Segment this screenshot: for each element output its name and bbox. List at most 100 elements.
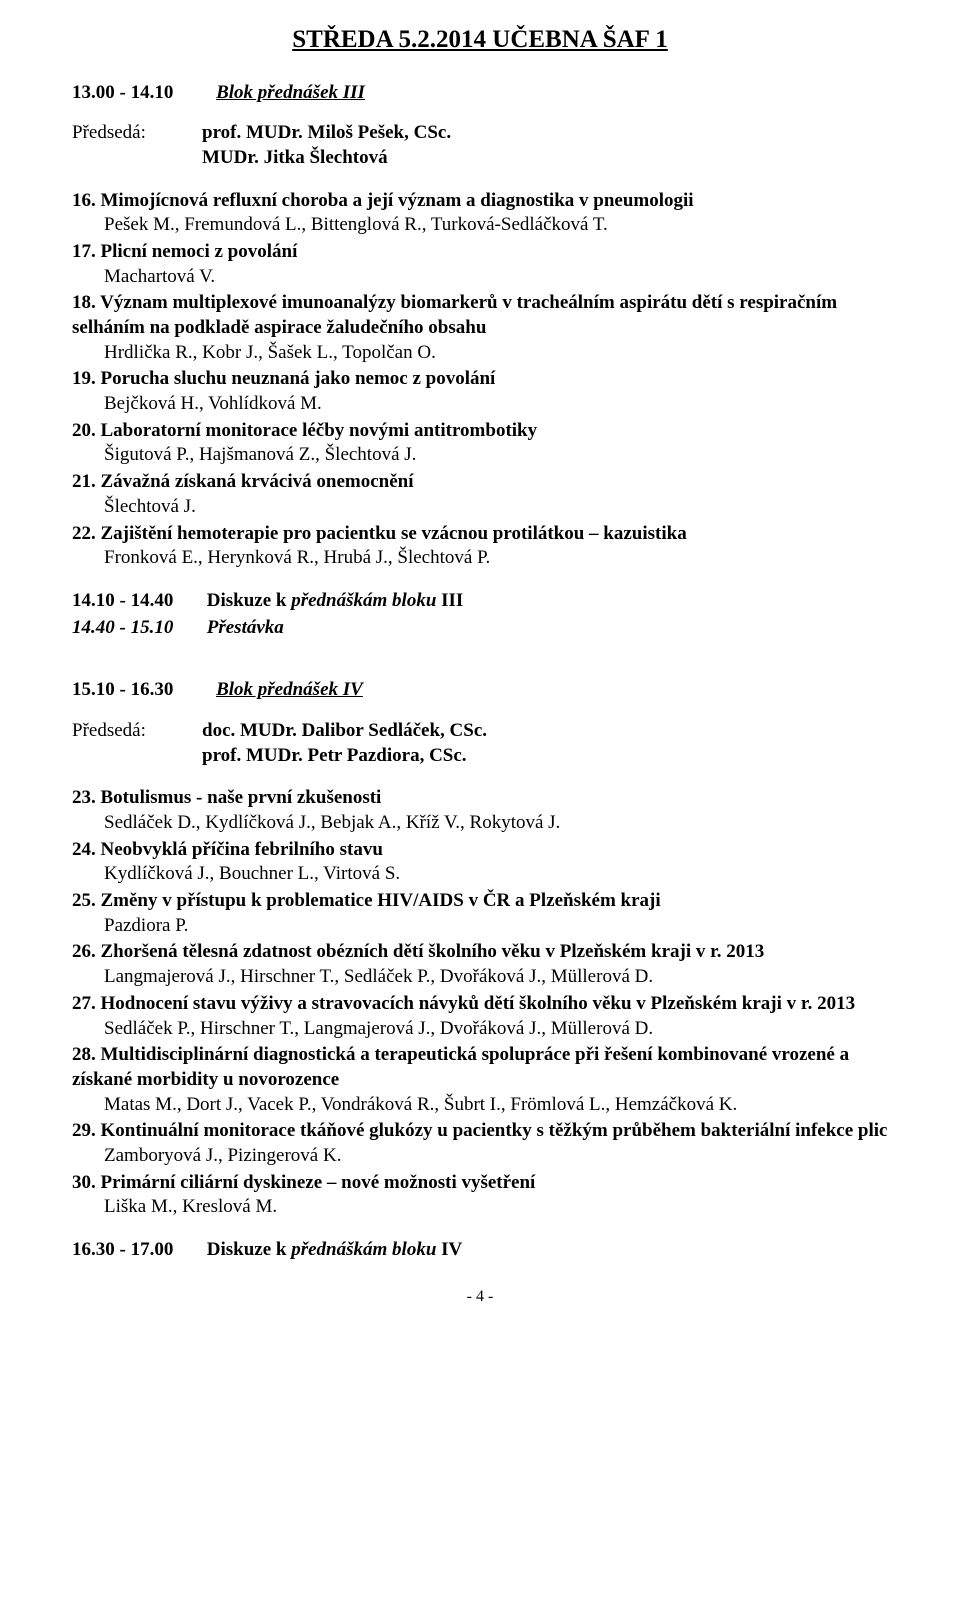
- item-title-line: 16. Mimojícnová refluxní choroba a její …: [72, 189, 888, 214]
- item-title-line: 29. Kontinuální monitorace tkáňové glukó…: [72, 1119, 888, 1144]
- chair-label: Předsedá:: [72, 719, 202, 768]
- list-item: 22. Zajištění hemoterapie pro pacientku …: [72, 522, 888, 571]
- item-authors: Matas M., Dort J., Vacek P., Vondráková …: [72, 1093, 888, 1118]
- item-title-line: 22. Zajištění hemoterapie pro pacientku …: [72, 522, 888, 547]
- item-title: Neobvyklá příčina febrilního stavu: [101, 839, 383, 860]
- item-authors: Kydlíčková J., Bouchner L., Virtová S.: [72, 862, 888, 887]
- list-item: 16. Mimojícnová refluxní choroba a její …: [72, 189, 888, 238]
- list-item: 20. Laboratorní monitorace léčby novými …: [72, 419, 888, 468]
- item-number: 28.: [72, 1044, 101, 1065]
- item-number: 25.: [72, 890, 101, 911]
- sched-pre: Diskuze k: [207, 590, 291, 611]
- item-title: Plicní nemoci z povolání: [101, 241, 298, 262]
- item-title: Zhoršená tělesná zdatnost obézních dětí …: [101, 941, 765, 962]
- item-authors: Sedláček D., Kydlíčková J., Bebjak A., K…: [72, 811, 888, 836]
- sched-post: III: [436, 590, 463, 611]
- block3-chair-names: prof. MUDr. Miloš Pešek, CSc. MUDr. Jitk…: [202, 121, 888, 170]
- item-title: Změny v přístupu k problematice HIV/AIDS…: [101, 890, 661, 911]
- item-title: Zajištění hemoterapie pro pacientku se v…: [101, 523, 687, 544]
- item-title-line: 28. Multidisciplinární diagnostická a te…: [72, 1043, 888, 1092]
- list-item: 18. Význam multiplexové imunoanalýzy bio…: [72, 291, 888, 365]
- item-authors: Pazdiora P.: [72, 914, 888, 939]
- schedule-time: 14.40 - 15.10: [72, 616, 202, 641]
- schedule-time: 16.30 - 17.00: [72, 1238, 202, 1263]
- item-number: 27.: [72, 993, 101, 1014]
- item-number: 24.: [72, 839, 101, 860]
- sched-it: přednáškám bloku: [291, 1239, 436, 1260]
- item-authors: Sedláček P., Hirschner T., Langmajerová …: [72, 1017, 888, 1042]
- block3-session-line: 13.00 - 14.10 Blok přednášek III: [72, 81, 888, 106]
- page-footer: - 4 -: [72, 1287, 888, 1308]
- item-authors: Liška M., Kreslová M.: [72, 1195, 888, 1220]
- block3-chairs: Předsedá: prof. MUDr. Miloš Pešek, CSc. …: [72, 121, 888, 170]
- item-number: 20.: [72, 420, 101, 441]
- schedule-desc: Diskuze k přednáškám bloku III: [207, 590, 464, 611]
- item-authors: Zamboryová J., Pizingerová K.: [72, 1144, 888, 1169]
- item-title: Primární ciliární dyskineze – nové možno…: [101, 1172, 536, 1193]
- item-number: 22.: [72, 523, 101, 544]
- item-title: Botulismus - naše první zkušenosti: [101, 787, 382, 808]
- item-title-line: 18. Význam multiplexové imunoanalýzy bio…: [72, 291, 888, 340]
- list-item: 30. Primární ciliární dyskineze – nové m…: [72, 1171, 888, 1220]
- item-authors: Šigutová P., Hajšmanová Z., Šlechtová J.: [72, 443, 888, 468]
- chair-name: prof. MUDr. Miloš Pešek, CSc.: [202, 121, 888, 146]
- item-title-line: 25. Změny v přístupu k problematice HIV/…: [72, 889, 888, 914]
- chair-name: MUDr. Jitka Šlechtová: [202, 146, 888, 171]
- list-item: 19. Porucha sluchu neuznaná jako nemoc z…: [72, 367, 888, 416]
- item-number: 26.: [72, 941, 101, 962]
- item-authors: Langmajerová J., Hirschner T., Sedláček …: [72, 965, 888, 990]
- page-title: STŘEDA 5.2.2014 UČEBNA ŠAF 1: [72, 24, 888, 57]
- item-title: Porucha sluchu neuznaná jako nemoc z pov…: [101, 368, 496, 389]
- item-title-line: 23. Botulismus - naše první zkušenosti: [72, 786, 888, 811]
- item-number: 18.: [72, 292, 100, 313]
- list-item: 24. Neobvyklá příčina febrilního stavuKy…: [72, 838, 888, 887]
- item-title-line: 17. Plicní nemoci z povolání: [72, 240, 888, 265]
- item-title-line: 30. Primární ciliární dyskineze – nové m…: [72, 1171, 888, 1196]
- item-title: Hodnocení stavu výživy a stravovacích ná…: [101, 993, 856, 1014]
- list-item: 26. Zhoršená tělesná zdatnost obézních d…: [72, 940, 888, 989]
- block4-session-line: 15.10 - 16.30 Blok přednášek IV: [72, 678, 888, 703]
- item-title: Závažná získaná krvácivá onemocnění: [101, 471, 414, 492]
- item-title-line: 20. Laboratorní monitorace léčby novými …: [72, 419, 888, 444]
- item-number: 16.: [72, 190, 101, 211]
- schedule-desc: Přestávka: [207, 617, 284, 638]
- list-item: 25. Změny v přístupu k problematice HIV/…: [72, 889, 888, 938]
- block3-time: 13.00 - 14.10: [72, 82, 173, 103]
- list-item: 28. Multidisciplinární diagnostická a te…: [72, 1043, 888, 1117]
- item-title-line: 24. Neobvyklá příčina febrilního stavu: [72, 838, 888, 863]
- block4-chairs: Předsedá: doc. MUDr. Dalibor Sedláček, C…: [72, 719, 888, 768]
- item-title: Mimojícnová refluxní choroba a její význ…: [101, 190, 694, 211]
- block4-name: Blok přednášek IV: [216, 679, 363, 700]
- item-number: 21.: [72, 471, 101, 492]
- schedule-row: 14.10 - 14.40 Diskuze k přednáškám bloku…: [72, 589, 888, 614]
- item-authors: Machartová V.: [72, 265, 888, 290]
- item-number: 19.: [72, 368, 101, 389]
- item-authors: Šlechtová J.: [72, 495, 888, 520]
- item-authors: Hrdlička R., Kobr J., Šašek L., Topolčan…: [72, 341, 888, 366]
- item-title-line: 21. Závažná získaná krvácivá onemocnění: [72, 470, 888, 495]
- sched-pre: Diskuze k: [207, 1239, 291, 1260]
- item-title-line: 26. Zhoršená tělesná zdatnost obézních d…: [72, 940, 888, 965]
- item-authors: Pešek M., Fremundová L., Bittenglová R.,…: [72, 213, 888, 238]
- item-number: 23.: [72, 787, 101, 808]
- block3-items: 16. Mimojícnová refluxní choroba a její …: [72, 189, 888, 571]
- item-number: 17.: [72, 241, 101, 262]
- block4-time: 15.10 - 16.30: [72, 679, 173, 700]
- item-title-line: 27. Hodnocení stavu výživy a stravovacíc…: [72, 992, 888, 1017]
- item-title: Laboratorní monitorace léčby novými anti…: [101, 420, 538, 441]
- item-number: 29.: [72, 1120, 101, 1141]
- item-title-line: 19. Porucha sluchu neuznaná jako nemoc z…: [72, 367, 888, 392]
- sched-post: IV: [436, 1239, 462, 1260]
- item-authors: Bejčková H., Vohlídková M.: [72, 392, 888, 417]
- list-item: 17. Plicní nemoci z povoláníMachartová V…: [72, 240, 888, 289]
- item-number: 30.: [72, 1172, 101, 1193]
- list-item: 27. Hodnocení stavu výživy a stravovacíc…: [72, 992, 888, 1041]
- spacer: [72, 642, 888, 678]
- schedule-row: 16.30 - 17.00 Diskuze k přednáškám bloku…: [72, 1238, 888, 1263]
- page: STŘEDA 5.2.2014 UČEBNA ŠAF 1 13.00 - 14.…: [0, 0, 960, 1347]
- sched-it: přednáškám bloku: [291, 590, 436, 611]
- schedule-row: 14.40 - 15.10 Přestávka: [72, 616, 888, 641]
- schedule-desc: Diskuze k přednáškám bloku IV: [207, 1239, 463, 1260]
- schedule-time: 14.10 - 14.40: [72, 589, 202, 614]
- list-item: 23. Botulismus - naše první zkušenostiSe…: [72, 786, 888, 835]
